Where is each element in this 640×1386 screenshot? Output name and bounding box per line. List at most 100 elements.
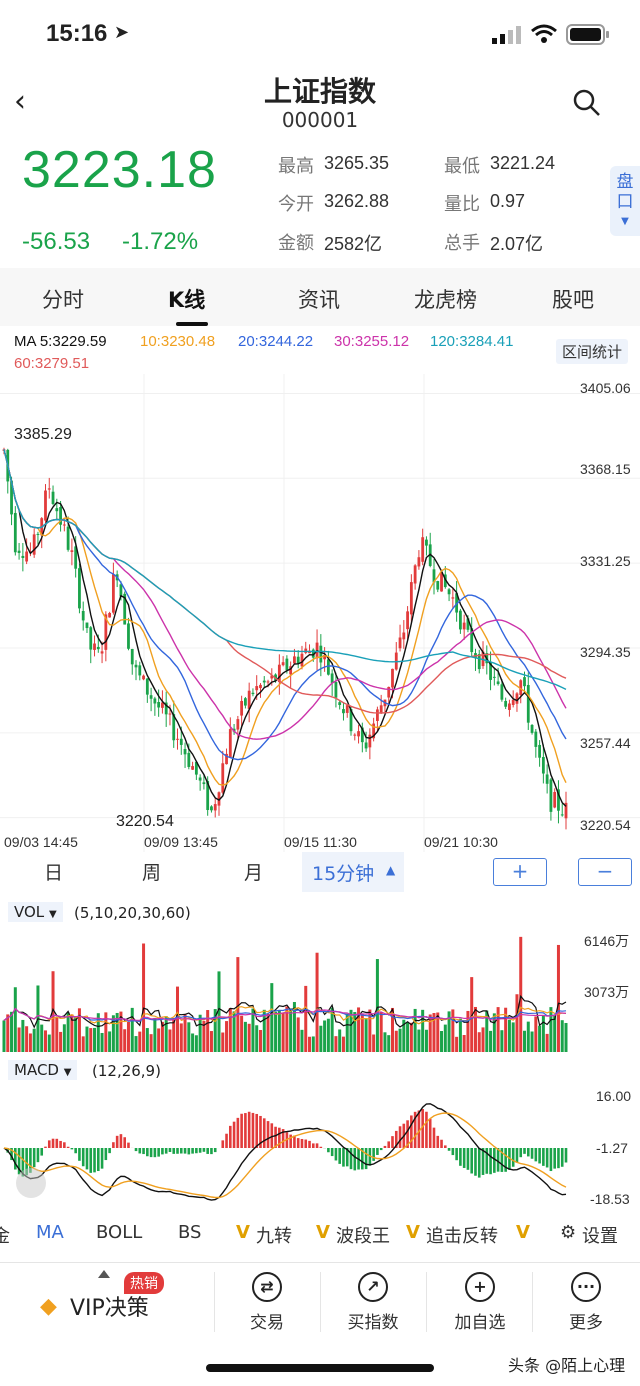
volume-bar [157, 1028, 160, 1052]
candle-body [259, 685, 262, 688]
volume-bar [244, 1022, 247, 1052]
volume-bar [549, 1007, 552, 1052]
ind-tab-jin[interactable]: 金 [0, 1222, 10, 1248]
macd-bar [448, 1148, 451, 1151]
zoom-in-button[interactable]: + [493, 858, 547, 886]
candle-body [282, 662, 285, 665]
volume-bar [89, 1028, 92, 1052]
settings-button[interactable]: 设置 [582, 1222, 618, 1248]
ind-tab-ma[interactable]: MA [36, 1222, 64, 1243]
macd-bar [444, 1145, 447, 1148]
macd-bar [474, 1148, 477, 1176]
volume-bar [259, 1030, 262, 1052]
volume-bar [542, 1015, 545, 1052]
period-selected[interactable]: 15分钟 ▲ [302, 852, 404, 892]
tab-guba[interactable]: 股吧 [552, 284, 594, 314]
macd-bar [565, 1148, 568, 1163]
candle-body [376, 709, 379, 721]
ind-tab-boll[interactable]: BOLL [96, 1222, 142, 1243]
pankou-button[interactable]: 盘口 ▼ [610, 166, 640, 236]
volume-bar [444, 1025, 447, 1052]
volume-bar [184, 1015, 187, 1052]
nav-trade[interactable]: 交易 [222, 1308, 312, 1333]
stat-label: 量比 [444, 190, 480, 216]
candle-body [25, 552, 28, 562]
macd-bar [203, 1148, 206, 1152]
macd-bar [86, 1148, 89, 1169]
candle-body [327, 659, 330, 674]
macd-bar [380, 1148, 383, 1150]
nav-buy-index[interactable]: 买指数 [328, 1308, 418, 1333]
nav-add-watchlist[interactable]: 加自选 [435, 1308, 525, 1333]
volume-bar [187, 1022, 190, 1052]
candle-body [214, 804, 217, 810]
volume-bar [225, 1021, 228, 1052]
ind-tab-boduanwang[interactable]: 波段王 [336, 1222, 390, 1248]
search-icon[interactable] [572, 88, 602, 118]
candle-body [18, 551, 21, 553]
macd-bar [74, 1148, 77, 1153]
high-annotation: 3385.29 [14, 426, 72, 444]
vol-selector[interactable]: VOL ▼ [8, 902, 63, 922]
volume-bar [372, 1034, 375, 1052]
macd-bar [384, 1146, 387, 1148]
macd-selector[interactable]: MACD ▼ [8, 1060, 77, 1080]
ma20-legend: 20:3244.22 [238, 333, 313, 350]
tab-kline[interactable]: K线 [168, 284, 205, 314]
volume-bar [365, 1019, 368, 1052]
macd-bar [553, 1148, 556, 1169]
collapse-handle-icon[interactable] [16, 1168, 46, 1198]
kline-chart[interactable] [0, 374, 640, 852]
macd-bar [82, 1148, 85, 1166]
home-indicator[interactable] [206, 1364, 434, 1372]
tab-longhubang[interactable]: 龙虎榜 [414, 284, 477, 314]
macd-bar [101, 1148, 104, 1169]
volume-bar [553, 1015, 556, 1052]
candle-body [127, 623, 130, 648]
nav-more[interactable]: 更多 [541, 1308, 631, 1333]
trend-icon: ↗ [358, 1272, 388, 1302]
zoom-out-button[interactable]: − [578, 858, 632, 886]
volume-chart[interactable] [0, 926, 640, 1054]
macd-bar [48, 1140, 51, 1148]
tab-news[interactable]: 资讯 [298, 284, 340, 314]
volume-bar [210, 1031, 213, 1052]
volume-bar [523, 1031, 526, 1052]
tab-fenshi[interactable]: 分时 [42, 284, 84, 314]
macd-label: MACD [14, 1061, 59, 1079]
signal-icon [492, 26, 522, 44]
macd-bar [161, 1148, 164, 1154]
range-stats-button[interactable]: 区间统计 [556, 339, 628, 364]
vip-decision-button[interactable]: VIP决策 [70, 1290, 149, 1322]
ind-tab-zhuiji[interactable]: 追击反转 [426, 1222, 498, 1248]
volume-bar [515, 994, 518, 1052]
volume-bar [538, 1026, 541, 1052]
macd-tick-label: -18.53 [590, 1191, 630, 1207]
candle-body [331, 673, 334, 682]
candle-body [33, 534, 36, 554]
ind-tab-bs[interactable]: BS [178, 1222, 201, 1243]
macd-bar [429, 1119, 432, 1148]
stat-value: 3265.35 [324, 153, 389, 174]
period-week[interactable]: 周 [142, 858, 161, 885]
stock-code: 000001 [0, 108, 640, 132]
macd-bar [376, 1148, 379, 1155]
gear-icon[interactable]: ⚙ [560, 1222, 576, 1243]
macd-bar [154, 1148, 157, 1157]
period-day[interactable]: 日 [44, 858, 63, 885]
caret-up-icon: ▲ [386, 863, 395, 877]
macd-bar [248, 1112, 251, 1148]
macd-bar [470, 1148, 473, 1173]
macd-bar [353, 1148, 356, 1170]
volume-bar [417, 1030, 420, 1052]
period-month[interactable]: 月 [244, 858, 263, 885]
price-change: -56.53 [22, 228, 90, 256]
ind-tab-v[interactable]: V [516, 1222, 530, 1243]
macd-chart[interactable] [0, 1082, 640, 1210]
macd-bar [210, 1148, 213, 1154]
volume-bar [414, 1009, 417, 1052]
ind-tab-jiuzhuan[interactable]: 九转 [256, 1222, 292, 1248]
divider [320, 1272, 321, 1332]
volume-bar [500, 1030, 503, 1052]
ma30-legend: 30:3255.12 [334, 333, 409, 350]
